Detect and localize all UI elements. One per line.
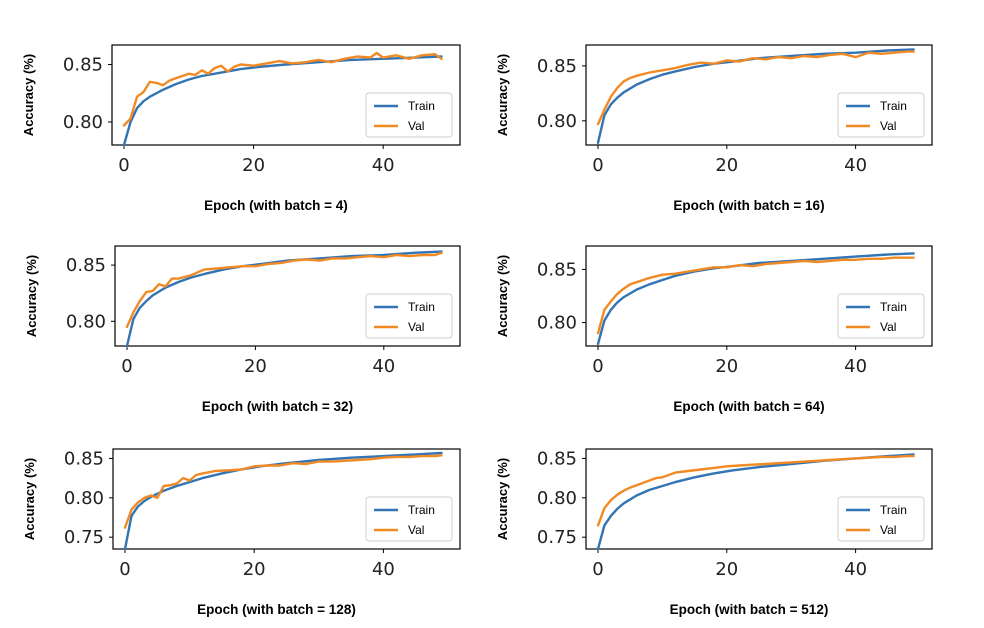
y-tick-label: 0.75 bbox=[537, 527, 577, 548]
legend: Train Val bbox=[837, 92, 925, 138]
plot-frame bbox=[585, 448, 933, 550]
x-axis-label: Epoch (with batch = 128) bbox=[197, 602, 356, 617]
chart-panel-4: 0.80 0.85 0 20 40 Accuracy (%) Epoch (with bat… bbox=[495, 245, 933, 414]
y-axis-label: Accuracy (%) bbox=[495, 458, 510, 540]
x-tick-label: 40 bbox=[372, 155, 395, 176]
y-axis-label: Accuracy (%) bbox=[21, 54, 36, 136]
legend-label-train: Train bbox=[408, 300, 435, 314]
x-tick-label: 40 bbox=[844, 356, 867, 377]
series-line-train bbox=[123, 451, 443, 551]
y-tick-label: 0.85 bbox=[537, 259, 577, 280]
legend-label-val: Val bbox=[408, 523, 424, 537]
legend: Train Val bbox=[365, 496, 453, 542]
legend-label-val: Val bbox=[880, 320, 896, 334]
y-tick-label: 0.80 bbox=[64, 488, 104, 509]
y-tick-label: 0.80 bbox=[537, 111, 577, 132]
legend-label-train: Train bbox=[880, 300, 907, 314]
series-line-val bbox=[596, 256, 915, 335]
x-tick-label: 20 bbox=[715, 155, 738, 176]
x-tick-label: 20 bbox=[715, 356, 738, 377]
x-tick-label: 20 bbox=[242, 155, 265, 176]
y-tick-label: 0.85 bbox=[63, 55, 103, 76]
series-line-train bbox=[596, 252, 915, 346]
legend-label-val: Val bbox=[408, 119, 424, 133]
x-tick-label: 0 bbox=[592, 356, 603, 377]
y-axis-label: Accuracy (%) bbox=[495, 54, 510, 136]
x-tick-label: 0 bbox=[592, 155, 603, 176]
y-tick-label: 0.85 bbox=[537, 448, 577, 469]
x-tick-label: 0 bbox=[118, 155, 129, 176]
series-line-train bbox=[125, 250, 443, 348]
legend: Train Val bbox=[365, 92, 453, 138]
series-line-val bbox=[122, 51, 443, 127]
x-tick-label: 40 bbox=[372, 559, 395, 580]
x-tick-label: 40 bbox=[372, 356, 395, 377]
series-line-train bbox=[596, 48, 915, 145]
y-tick-label: 0.80 bbox=[537, 488, 577, 509]
x-axis-label: Epoch (with batch = 4) bbox=[204, 198, 348, 213]
series-line-val bbox=[596, 454, 915, 527]
y-axis-label: Accuracy (%) bbox=[495, 255, 510, 337]
series-line-train bbox=[122, 55, 443, 147]
legend-label-train: Train bbox=[408, 503, 435, 517]
chart-panel-2: 0.80 0.85 0 20 40 Accuracy (%) Epoch (with bat… bbox=[495, 44, 933, 213]
plot-frame bbox=[585, 245, 933, 347]
legend-label-train: Train bbox=[408, 99, 435, 113]
chart-panel-6: 0.75 0.80 0.85 0 20 40 Accuracy (%) Epoch (with… bbox=[495, 448, 933, 617]
series-line-val bbox=[596, 50, 915, 126]
series-line-val bbox=[123, 454, 443, 529]
y-tick-label: 0.80 bbox=[63, 112, 103, 133]
x-tick-label: 20 bbox=[243, 559, 266, 580]
x-tick-label: 20 bbox=[244, 356, 267, 377]
y-tick-label: 0.80 bbox=[537, 313, 577, 334]
legend-label-val: Val bbox=[880, 119, 896, 133]
x-axis-label: Epoch (with batch = 64) bbox=[673, 399, 824, 414]
y-axis-label: Accuracy (%) bbox=[22, 458, 37, 540]
y-tick-label: 0.80 bbox=[66, 311, 106, 332]
chart-panel-1: 0.80 0.85 0 20 40 Accuracy (%) Epoch (with bat… bbox=[21, 44, 461, 213]
x-tick-label: 0 bbox=[121, 356, 132, 377]
legend: Train Val bbox=[837, 496, 925, 542]
legend-label-val: Val bbox=[408, 320, 424, 334]
chart-panel-3: 0.80 0.85 0 20 40 Accuracy (%) Epoch (with bat… bbox=[24, 245, 461, 414]
legend: Train Val bbox=[365, 293, 453, 339]
y-tick-label: 0.85 bbox=[64, 448, 104, 469]
x-tick-label: 40 bbox=[844, 559, 867, 580]
legend: Train Val bbox=[837, 293, 925, 339]
y-tick-label: 0.75 bbox=[64, 527, 104, 548]
y-tick-label: 0.85 bbox=[66, 255, 106, 276]
x-tick-label: 20 bbox=[715, 559, 738, 580]
x-tick-label: 0 bbox=[592, 559, 603, 580]
x-axis-label: Epoch (with batch = 16) bbox=[673, 198, 824, 213]
legend-label-train: Train bbox=[880, 503, 907, 517]
x-tick-label: 40 bbox=[844, 155, 867, 176]
legend-label-val: Val bbox=[880, 523, 896, 537]
series-line-val bbox=[125, 251, 443, 329]
plot-frame bbox=[114, 245, 461, 347]
legend-label-train: Train bbox=[880, 99, 907, 113]
y-axis-label: Accuracy (%) bbox=[24, 255, 39, 337]
plot-frame bbox=[112, 448, 461, 550]
x-tick-label: 0 bbox=[119, 559, 130, 580]
y-tick-label: 0.85 bbox=[537, 56, 577, 77]
x-axis-label: Epoch (with batch = 512) bbox=[670, 602, 829, 617]
plot-frame bbox=[111, 44, 461, 146]
chart-panel-5: 0.75 0.80 0.85 0 20 40 Accuracy (%) Epoch (with… bbox=[22, 448, 461, 617]
x-axis-label: Epoch (with batch = 32) bbox=[202, 399, 353, 414]
plot-frame bbox=[585, 44, 933, 146]
